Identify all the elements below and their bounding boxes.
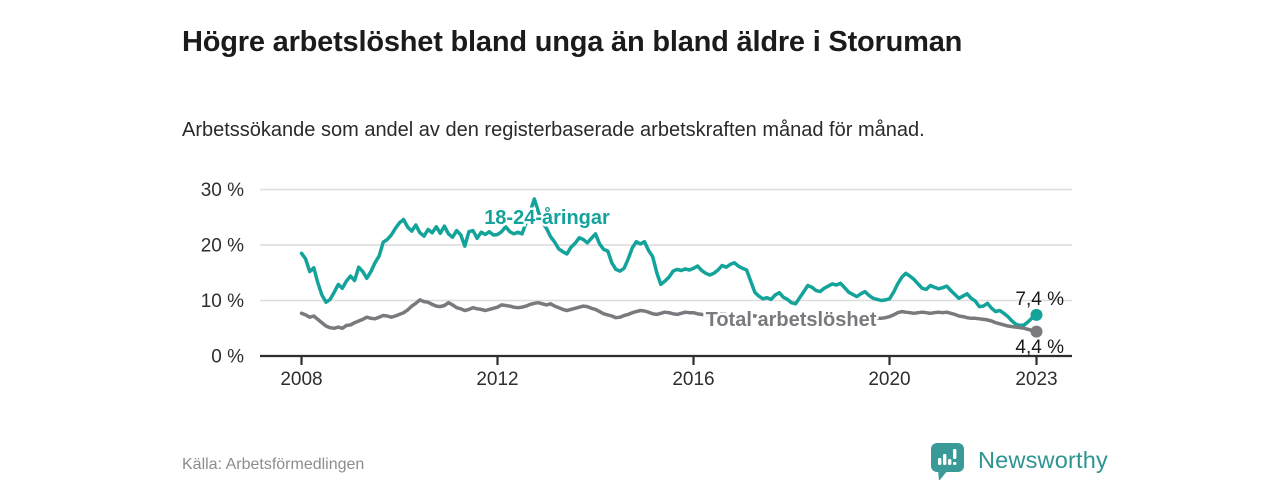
y-axis-tick-label: 30 % (201, 180, 244, 201)
chart-subtitle: Arbetssökande som andel av den registerb… (182, 119, 925, 141)
x-axis-tick-label: 2016 (672, 369, 714, 390)
series-end-dot-total-arbetsl-shet (1030, 325, 1043, 338)
chart-title: Högre arbetslöshet bland unga än bland ä… (182, 26, 963, 59)
series-end-dot-18-24-ringar (1030, 308, 1043, 321)
x-axis-tick-label: 2008 (280, 369, 322, 390)
end-value-label-total-arbetsl-shet: 4,4 % (1015, 337, 1064, 358)
series-line-18-24-ringar (299, 197, 1039, 328)
newsworthy-bubble-icon (931, 443, 964, 480)
x-axis-tick-label: 2020 (868, 369, 910, 390)
end-value-label-18-24-ringar: 7,4 % (1015, 289, 1064, 310)
y-axis-tick-label: 20 % (201, 236, 244, 257)
x-axis-tick-label: 2012 (476, 369, 518, 390)
source-label: Källa: Arbetsförmedlingen (182, 456, 365, 473)
x-axis-tick-label: 2023 (1015, 369, 1057, 390)
newsworthy-wordmark: Newsworthy (978, 447, 1108, 473)
series-label-18-24-ringar: 18-24-åringar (484, 206, 610, 229)
series-label-total-arbetsl-shet: Total arbetslöshet (706, 309, 877, 331)
unemployment-line-chart: 0 % 10 % 20 % 30 % 2008 2012 2016 2020 2023 18-24… (180, 175, 1120, 405)
line-chart-canvas: 0 % 10 % 20 % 30 % 2008 2012 2016 2020 2023 18-24… (201, 180, 1072, 390)
y-axis-tick-label: 0 % (211, 347, 244, 368)
newsworthy-logo[interactable]: Newsworthy (930, 442, 1108, 480)
y-axis-tick-label: 10 % (201, 291, 244, 312)
series-line-total-arbetsl-shet (299, 298, 1039, 334)
